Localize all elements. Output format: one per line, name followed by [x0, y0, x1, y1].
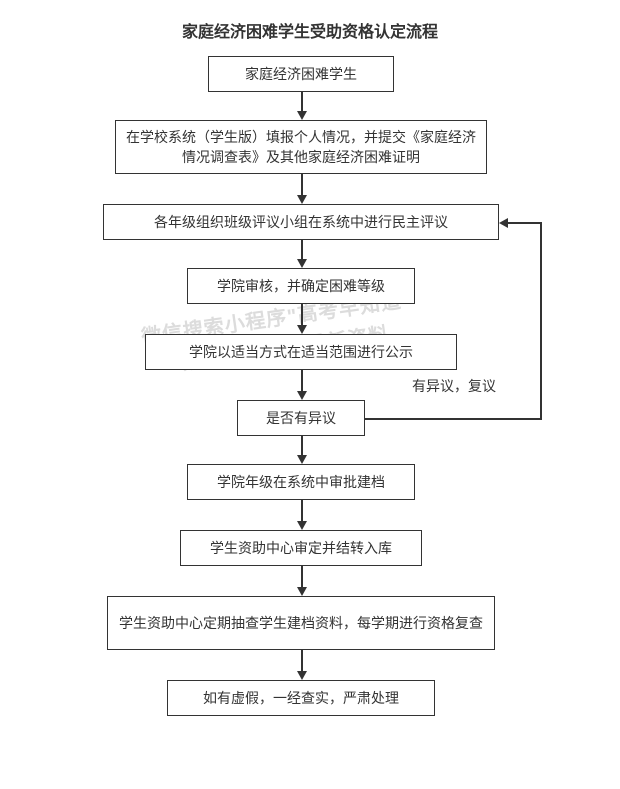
arrow-line-0 [301, 92, 303, 111]
arrow-head-4 [297, 391, 307, 400]
feedback-seg-2 [540, 222, 542, 420]
arrow-line-1 [301, 174, 303, 195]
flow-node-n5: 学院以适当方式在适当范围进行公示 [145, 334, 457, 370]
flow-node-n4: 学院审核，并确定困难等级 [187, 268, 415, 304]
flow-node-n10: 如有虚假，一经查实，严肃处理 [167, 680, 435, 716]
arrow-head-0 [297, 111, 307, 120]
arrow-head-3 [297, 325, 307, 334]
arrow-line-4 [301, 370, 303, 391]
feedback-seg-1 [365, 418, 540, 420]
arrow-head-5 [297, 455, 307, 464]
arrow-line-8 [301, 650, 303, 671]
arrow-head-7 [297, 587, 307, 596]
feedback-seg-3 [508, 222, 540, 224]
arrow-line-5 [301, 436, 303, 455]
flow-node-n1: 家庭经济困难学生 [208, 56, 394, 92]
flow-node-n2: 在学校系统（学生版）填报个人情况，并提交《家庭经济情况调查表》及其他家庭经济困难… [115, 120, 487, 174]
arrow-head-6 [297, 521, 307, 530]
flow-node-n8: 学生资助中心审定并结转入库 [180, 530, 422, 566]
arrow-line-3 [301, 304, 303, 325]
arrow-line-6 [301, 500, 303, 521]
arrow-head-8 [297, 671, 307, 680]
arrow-line-7 [301, 566, 303, 587]
flow-node-n7: 学院年级在系统中审批建档 [187, 464, 415, 500]
flow-node-n9: 学生资助中心定期抽查学生建档资料，每学期进行资格复查 [107, 596, 495, 650]
feedback-arrowhead [499, 218, 508, 228]
arrow-line-2 [301, 240, 303, 259]
arrow-head-1 [297, 195, 307, 204]
arrow-head-2 [297, 259, 307, 268]
feedback-label: 有异议，复议 [412, 376, 496, 396]
flow-node-n6: 是否有异议 [237, 400, 365, 436]
diagram-title: 家庭经济困难学生受助资格认定流程 [0, 18, 620, 42]
flow-node-n3: 各年级组织班级评议小组在系统中进行民主评议 [103, 204, 499, 240]
